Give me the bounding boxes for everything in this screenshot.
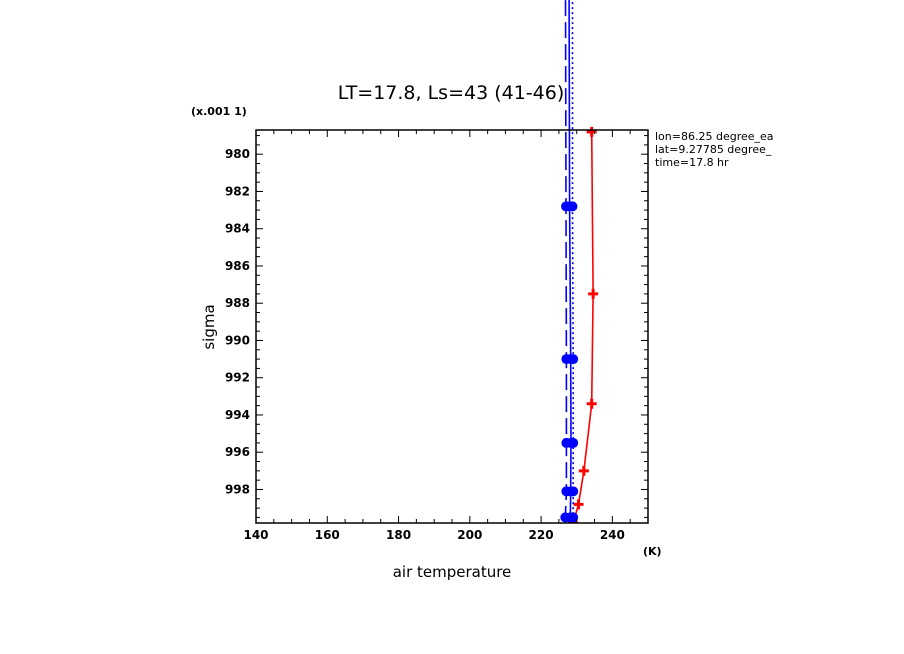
data-point-dot: [568, 486, 579, 497]
data-point-cross: [586, 126, 597, 137]
y-axis-label: sigma: [200, 304, 218, 349]
y-tick-label: 984: [225, 222, 250, 236]
info-lon: lon=86.25 degree_ea: [655, 130, 774, 143]
data-point-cross: [586, 398, 597, 409]
y-scale-note: (x.001 1): [191, 105, 247, 118]
chart-title: LT=17.8, Ls=43 (41-46): [338, 82, 565, 104]
x-tick-label: 160: [315, 528, 340, 542]
x-tick-label: 180: [386, 528, 411, 542]
data-point-dot: [568, 437, 579, 448]
x-unit-label: (K): [643, 545, 662, 558]
plot-frame: [255, 129, 649, 524]
data-point-cross: [573, 499, 584, 510]
x-tick-label: 220: [529, 528, 554, 542]
x-tick-label: 200: [457, 528, 482, 542]
x-tick-label: 240: [600, 528, 625, 542]
y-tick-label: 992: [225, 371, 250, 385]
y-tick-label: 988: [225, 296, 250, 310]
x-axis-label: air temperature: [393, 563, 512, 581]
x-tick-label: 140: [243, 528, 268, 542]
series-line-0: [572, 131, 594, 523]
y-tick-label: 996: [225, 445, 250, 459]
series-line-3: [571, 0, 575, 518]
series-layer: [560, 0, 599, 523]
data-point-cross: [588, 288, 599, 299]
axes-layer: 140 160 180 200 220 240 980 982 984 986 988 990 992 9…: [225, 129, 649, 542]
info-time: time=17.8 hr: [655, 156, 729, 169]
y-tick-label: 986: [225, 259, 250, 273]
y-tick-label: 998: [225, 482, 250, 496]
data-point-dot: [568, 354, 579, 365]
info-lat: lat=9.27785 degree_: [655, 143, 772, 156]
y-tick-label: 994: [225, 408, 250, 422]
data-point-dot: [567, 201, 578, 212]
y-tick-label: 980: [225, 147, 250, 161]
data-point-cross: [578, 465, 589, 476]
data-point-dot: [568, 512, 579, 523]
y-tick-label: 990: [225, 333, 250, 347]
y-tick-label: 982: [225, 184, 250, 198]
